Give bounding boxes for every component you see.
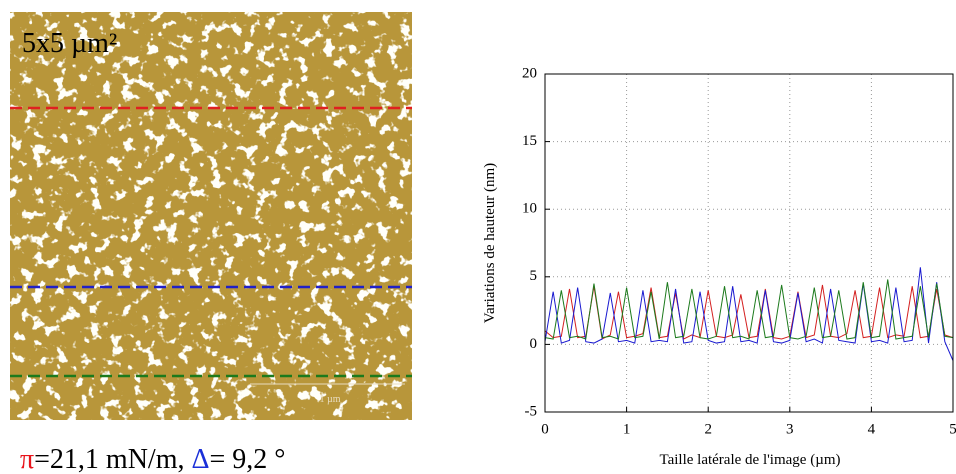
y-tick-label: 20 <box>522 65 537 81</box>
image-label: 5x5 µm² <box>22 28 117 59</box>
y-tick-label: 0 <box>530 336 538 352</box>
scale-bar-label: 1 µm <box>319 394 340 405</box>
afm-image: 1 µm 5x5 µm² <box>10 12 412 420</box>
caption-part: π <box>20 444 34 474</box>
x-tick-label: 1 <box>623 421 631 437</box>
plot-frame <box>544 73 954 413</box>
y-tick-label: 15 <box>522 133 537 149</box>
x-tick-label: 2 <box>704 421 712 437</box>
caption-part: =21,1 mN/m, <box>34 444 191 474</box>
caption-part: = 9,2 ° <box>210 444 286 474</box>
y-tick-label: -5 <box>525 403 538 419</box>
x-axis-label: Taille latérale de l'image (µm) <box>659 452 840 468</box>
afm-texture <box>10 12 412 420</box>
y-tick-label: 10 <box>522 201 537 217</box>
profile-line <box>544 279 954 340</box>
x-tick-label: 5 <box>949 421 956 437</box>
caption-part: Δ <box>192 444 210 474</box>
caption: π=21,1 mN/m, Δ= 9,2 ° <box>20 444 286 474</box>
y-axis-label: Variations de hauteur (nm) <box>482 163 498 323</box>
x-tick-label: 0 <box>541 421 549 437</box>
y-tick-label: 5 <box>530 268 538 284</box>
x-tick-label: 3 <box>786 421 794 437</box>
x-tick-label: 4 <box>868 421 876 437</box>
profile-line <box>544 267 954 361</box>
